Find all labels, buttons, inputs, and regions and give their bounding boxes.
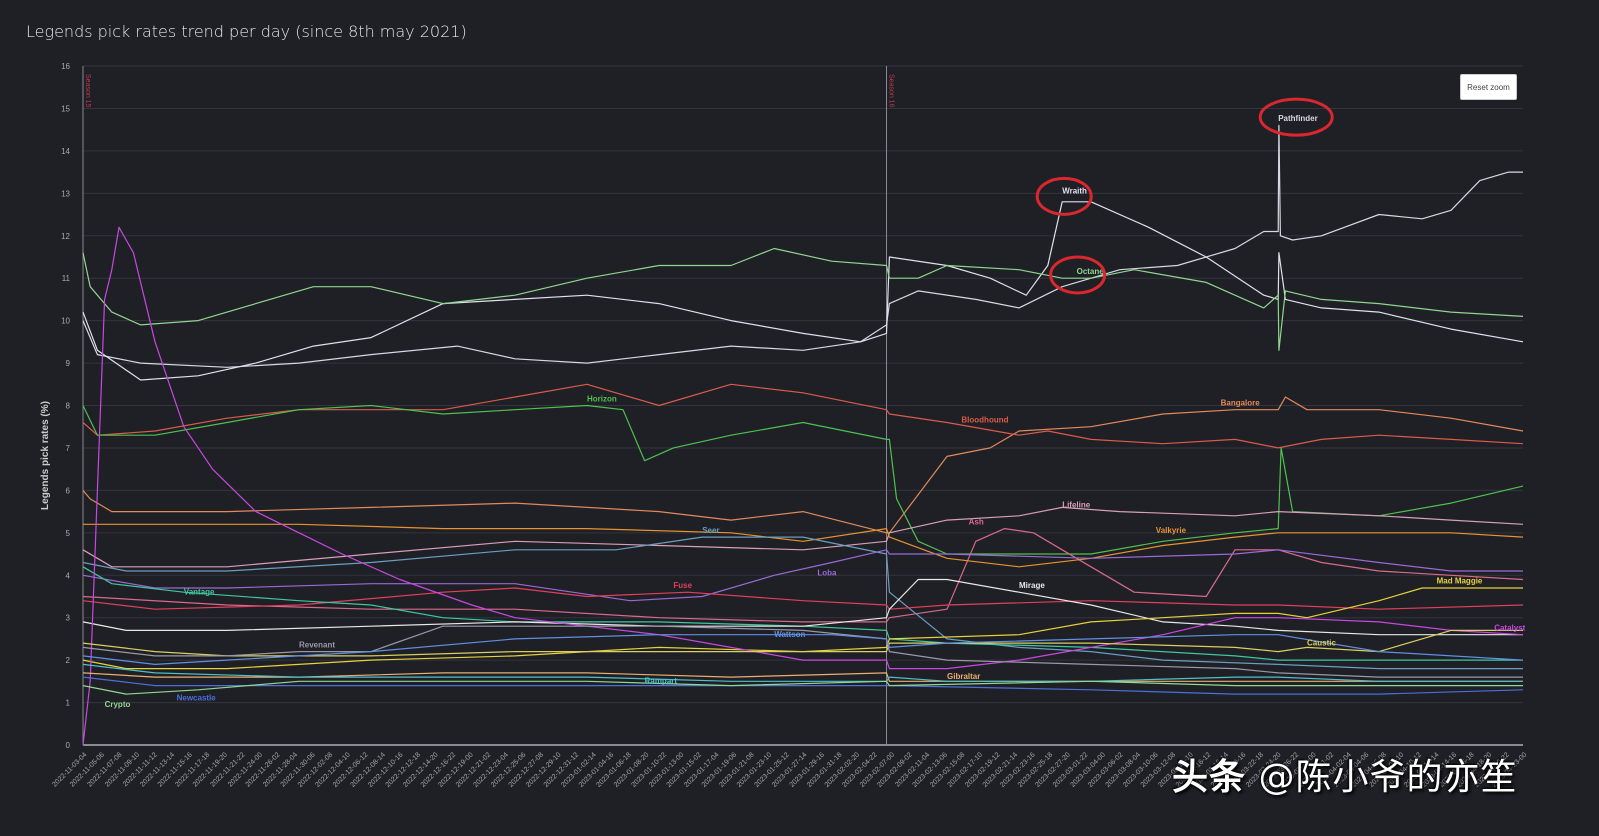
y-tick-label: 3 [66, 614, 71, 623]
series-label-octane: Octane [1077, 267, 1105, 276]
watermark-handle: @陈小爷的亦笙 [1258, 757, 1518, 798]
series-label-caustic: Caustic [1307, 638, 1336, 647]
series-line-crypto[interactable] [82, 680, 1523, 695]
y-tick-label: 11 [62, 274, 71, 283]
y-tick-label: 0 [66, 741, 71, 750]
series-label-mirage: Mirage [1019, 581, 1045, 590]
series-label-wraith: Wraith [1062, 186, 1087, 195]
series-line-octane[interactable] [82, 247, 1524, 351]
series-label-bloodhound: Bloodhound [961, 415, 1008, 424]
series-line-wraith[interactable] [82, 201, 1524, 381]
watermark: 头条 @陈小爷的亦笙 [1172, 748, 1517, 800]
series-line-newcastle[interactable] [82, 676, 1524, 695]
series-label-mad-maggie: Mad Maggie [1437, 577, 1483, 586]
series-line-ash[interactable] [82, 528, 1524, 623]
series-group [82, 124, 1524, 746]
season-marker-label: Season 16 [888, 74, 895, 108]
series-line-seer[interactable] [82, 536, 1523, 670]
y-axis-title: Legends pick rates (%) [40, 401, 51, 510]
series-line-wattson[interactable] [82, 634, 1524, 665]
series-label-bangalore: Bangalore [1221, 399, 1261, 408]
chart-title: Legends pick rates trend per day (since … [26, 22, 467, 41]
series-label-fuse: Fuse [673, 581, 692, 590]
y-tick-label: 15 [61, 104, 70, 113]
series-label-revenant: Revenant [299, 640, 335, 649]
y-tick-label: 10 [61, 317, 70, 326]
series-line-revenant[interactable] [82, 625, 1523, 678]
series-label-rampart: Rampart [645, 676, 678, 685]
y-tick-label: 16 [61, 62, 70, 71]
y-tick-label: 1 [66, 699, 71, 708]
y-tick-label: 12 [61, 232, 70, 241]
series-line-rampart[interactable] [82, 663, 1523, 682]
annotation-circle [1035, 176, 1093, 216]
y-tick-label: 7 [66, 444, 71, 453]
series-label-valkyrie: Valkyrie [1156, 526, 1187, 535]
series-label-horizon: Horizon [587, 394, 617, 403]
y-tick-label: 14 [61, 147, 70, 156]
series-label-newcastle: Newcastle [177, 693, 217, 702]
annotation-circle [1049, 255, 1107, 295]
y-tick-label: 8 [66, 402, 71, 411]
annotation-circle [1258, 97, 1334, 137]
y-tick-label: 4 [66, 571, 71, 580]
series-label-crypto: Crypto [105, 700, 131, 709]
series-label-pathfinder: Pathfinder [1278, 114, 1318, 123]
series-line-bangalore[interactable] [82, 396, 1524, 534]
series-line-gibraltar[interactable] [82, 672, 1523, 682]
series-label-lifeline: Lifeline [1062, 500, 1091, 509]
reset-zoom-button[interactable]: Reset zoom [1460, 74, 1517, 100]
season-marker-label: Season 15 [84, 74, 91, 108]
series-line-mad-maggie[interactable] [82, 587, 1523, 670]
y-tick-label: 9 [66, 359, 71, 368]
series-line-pathfinder[interactable] [82, 124, 1523, 368]
series-line-loba[interactable] [82, 549, 1523, 602]
series-line-valkyrie[interactable] [83, 523, 1524, 568]
series-label-gibraltar: Gibraltar [947, 672, 980, 681]
series-line-fuse[interactable] [82, 587, 1524, 610]
series-line-horizon[interactable] [82, 404, 1524, 555]
series-line-catalyst[interactable] [82, 226, 1524, 746]
series-label-seer: Seer [702, 526, 719, 535]
y-tick-label: 5 [66, 529, 71, 538]
series-label-vantage: Vantage [184, 587, 215, 596]
y-tick-label: 6 [66, 486, 71, 495]
series-label-catalyst: Catalyst [1494, 623, 1525, 632]
series-labels: Pathfinder Wraith Octane Bangalore Bloodhoun… [105, 114, 1526, 709]
series-label-loba: Loba [817, 568, 837, 577]
y-tick-label: 2 [66, 656, 71, 665]
y-tick-label: 13 [61, 189, 70, 198]
series-label-wattson: Wattson [774, 630, 805, 639]
series-label-ash: Ash [969, 517, 984, 526]
series-line-bloodhound[interactable] [82, 383, 1524, 449]
watermark-brand: 头条 [1172, 757, 1247, 798]
series-line-mirage[interactable] [82, 578, 1523, 636]
